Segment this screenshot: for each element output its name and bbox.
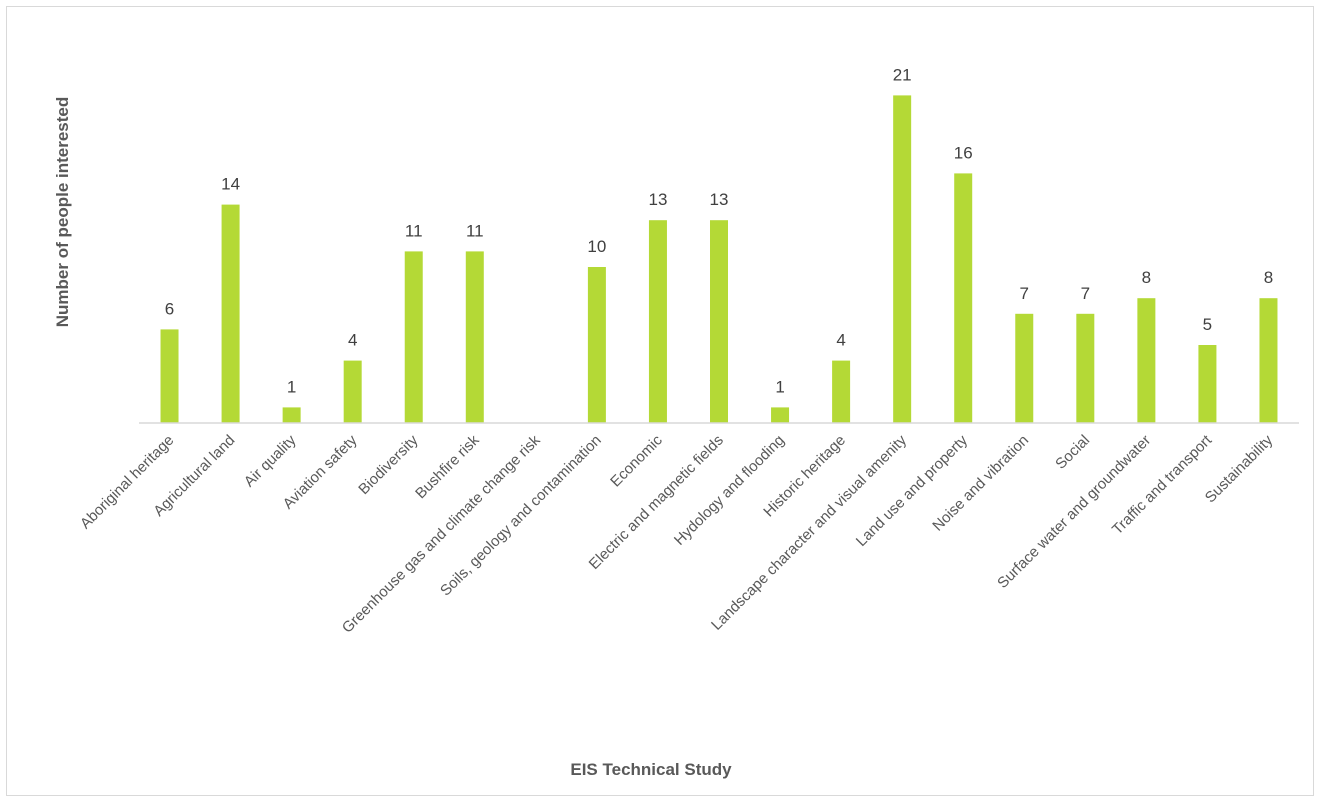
x-tick-label: Economic [607, 431, 666, 490]
bar [404, 251, 423, 423]
x-tick-label: Biodiversity [355, 431, 422, 498]
bars-group [160, 95, 1278, 424]
bar [343, 360, 362, 423]
bar [221, 204, 240, 423]
bar [1198, 345, 1217, 423]
data-label: 1 [775, 377, 784, 396]
data-label: 11 [466, 221, 484, 240]
data-label: 8 [1264, 268, 1273, 287]
bar [1259, 298, 1278, 423]
data-label: 1 [287, 377, 296, 396]
x-tick-label: Air quality [241, 431, 300, 490]
data-label: 5 [1203, 315, 1212, 334]
bar [1137, 298, 1156, 423]
bar [893, 95, 912, 424]
data-label: 21 [893, 65, 912, 84]
data-label: 7 [1081, 284, 1090, 303]
data-label: 13 [648, 190, 667, 209]
data-label: 10 [587, 237, 606, 256]
bar [710, 220, 728, 423]
bar [771, 407, 790, 423]
data-label: 7 [1020, 284, 1029, 303]
data-label: 16 [954, 143, 973, 162]
x-tick-label: Traffic and transport [1109, 431, 1216, 538]
x-tick-label: Land use and property [853, 431, 972, 550]
x-axis-title: EIS Technical Study [570, 760, 732, 779]
bar [282, 407, 301, 423]
data-label: 8 [1142, 268, 1151, 287]
bar [160, 329, 179, 423]
bar [832, 360, 851, 423]
x-tick-label: Hydology and flooding [671, 432, 788, 549]
data-label: 4 [348, 331, 357, 350]
bar [954, 173, 973, 423]
data-label: 11 [405, 221, 423, 240]
x-tick-label: Social [1052, 432, 1093, 473]
data-label: 13 [710, 190, 729, 209]
data-label: 14 [221, 175, 240, 194]
y-axis-title: Number of people interested [53, 97, 72, 327]
data-label: 6 [165, 299, 174, 318]
bar [587, 267, 606, 423]
bar [465, 251, 484, 423]
bar [1015, 313, 1034, 423]
data-label: 4 [836, 331, 845, 350]
bar [648, 220, 667, 423]
bar [1076, 313, 1095, 423]
